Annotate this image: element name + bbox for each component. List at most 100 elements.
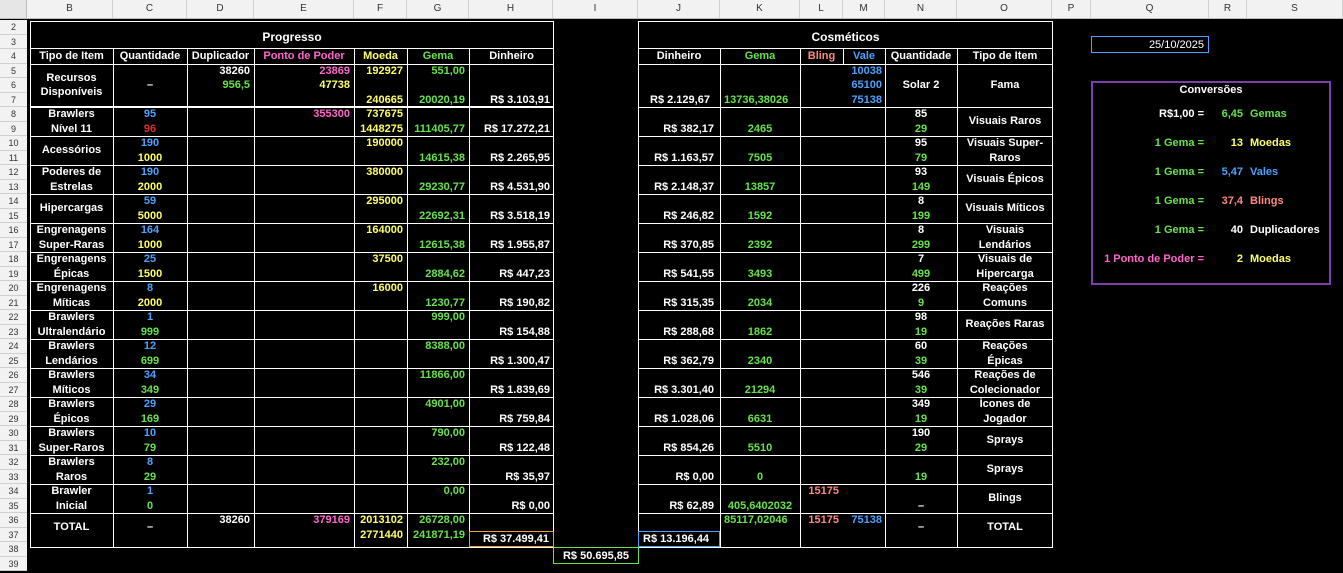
conversion-rate: 40 bbox=[1230, 224, 1243, 236]
col-bling-header: Bling bbox=[807, 50, 836, 62]
column-header[interactable]: F bbox=[354, 0, 407, 18]
cos-item-type: Jogador bbox=[983, 412, 1027, 425]
column-header[interactable]: N bbox=[885, 0, 957, 18]
column-header[interactable]: Q bbox=[1091, 0, 1209, 18]
row-header[interactable]: 24 bbox=[0, 339, 27, 354]
item-type-label: Acessórios bbox=[41, 144, 102, 156]
row-header[interactable]: 13 bbox=[0, 179, 27, 194]
item-total-count: 29 bbox=[143, 470, 157, 483]
row-header[interactable]: 30 bbox=[0, 426, 27, 441]
row-header[interactable]: 25 bbox=[0, 353, 27, 368]
cos-item-type: Visuais Super- bbox=[966, 137, 1044, 149]
grid-hline bbox=[30, 397, 187, 398]
row-header[interactable]: 9 bbox=[0, 121, 27, 136]
row-header[interactable]: 38 bbox=[0, 542, 27, 557]
column-header[interactable]: I bbox=[553, 0, 638, 18]
progress-money-total-cell[interactable]: R$ 37.499,41 bbox=[469, 531, 554, 547]
row-header[interactable]: 5 bbox=[0, 63, 27, 78]
item-type-label: Brawlers bbox=[48, 311, 95, 323]
row-header[interactable]: 35 bbox=[0, 498, 27, 513]
row-header[interactable]: 32 bbox=[0, 455, 27, 470]
grid-hline bbox=[187, 339, 469, 340]
row-header[interactable]: 27 bbox=[0, 382, 27, 397]
column-header[interactable]: O bbox=[957, 0, 1052, 18]
date-cell[interactable]: 25/10/2025 bbox=[1091, 36, 1209, 53]
column-header[interactable]: H bbox=[469, 0, 553, 18]
row-header[interactable]: 14 bbox=[0, 194, 27, 209]
row-header[interactable]: 15 bbox=[0, 208, 27, 223]
column-header[interactable]: E bbox=[254, 0, 354, 18]
row-header[interactable]: 19 bbox=[0, 266, 27, 281]
row-header[interactable]: 33 bbox=[0, 469, 27, 484]
column-header[interactable]: G bbox=[407, 0, 469, 18]
grid-vline bbox=[113, 48, 114, 548]
grid-hline bbox=[638, 426, 1053, 427]
row-header[interactable]: 28 bbox=[0, 397, 27, 412]
row-header[interactable]: 39 bbox=[0, 556, 27, 571]
row-header[interactable]: 23 bbox=[0, 324, 27, 339]
column-header[interactable]: S bbox=[1247, 0, 1343, 18]
cos-item-gems: 2034 bbox=[747, 296, 773, 309]
item-money: R$ 2.265,95 bbox=[490, 151, 550, 164]
column-header[interactable]: J bbox=[638, 0, 720, 18]
row-header[interactable]: 37 bbox=[0, 527, 27, 542]
row-header[interactable]: 7 bbox=[0, 92, 27, 107]
row-header[interactable]: 16 bbox=[0, 223, 27, 238]
column-header[interactable]: D bbox=[187, 0, 254, 18]
row-header[interactable]: 22 bbox=[0, 310, 27, 325]
row-header[interactable]: 6 bbox=[0, 78, 27, 93]
grid-hline bbox=[187, 484, 469, 485]
cosmetics-money-total-cell[interactable]: R$ 13.196,44 bbox=[638, 531, 720, 547]
cosmetics-title: Cosméticos bbox=[811, 30, 880, 44]
row-header[interactable]: 36 bbox=[0, 513, 27, 528]
row-header[interactable]: 8 bbox=[0, 107, 27, 122]
grid-vline bbox=[469, 48, 470, 548]
conversion-rate: 13 bbox=[1230, 137, 1243, 149]
conversion-unit: Blings bbox=[1250, 195, 1284, 207]
row-header[interactable]: 11 bbox=[0, 150, 27, 165]
select-all-corner[interactable] bbox=[0, 0, 27, 18]
grid-hline bbox=[30, 426, 187, 427]
cos-item-type: Visuais bbox=[985, 224, 1025, 236]
row-header[interactable]: 3 bbox=[0, 34, 27, 49]
row-header[interactable]: 20 bbox=[0, 281, 27, 296]
row-header[interactable]: 4 bbox=[0, 49, 27, 64]
cos-item-gems: 1862 bbox=[747, 325, 773, 338]
cos-item-type: Ícones de bbox=[979, 398, 1031, 410]
cos-item-gems: 6631 bbox=[747, 412, 773, 425]
column-header[interactable]: R bbox=[1209, 0, 1247, 18]
row-header[interactable]: 34 bbox=[0, 484, 27, 499]
cos-item-money: R$ 315,35 bbox=[663, 296, 714, 309]
row-header[interactable]: 18 bbox=[0, 252, 27, 267]
item-owned-count: 1 bbox=[146, 311, 154, 323]
row-header[interactable]: 26 bbox=[0, 368, 27, 383]
column-header[interactable]: K bbox=[720, 0, 800, 18]
grid-hline bbox=[638, 107, 1053, 108]
row-header[interactable]: 17 bbox=[0, 237, 27, 252]
progress-total-coins-sum: 2771440 bbox=[360, 528, 403, 541]
item-type-label: Engrenagens bbox=[36, 224, 107, 236]
cos-item-owned: 98 bbox=[914, 311, 928, 323]
item-coins: 380000 bbox=[366, 166, 403, 178]
grid-hline bbox=[469, 136, 554, 137]
column-header[interactable]: B bbox=[27, 0, 113, 18]
row-header[interactable]: 31 bbox=[0, 440, 27, 455]
item-money: R$ 759,84 bbox=[499, 412, 550, 425]
col-gema-header: Gema bbox=[744, 50, 776, 62]
row-header[interactable]: 2 bbox=[0, 20, 27, 35]
grand-total-cell[interactable]: R$ 50.695,85 bbox=[553, 547, 639, 564]
item-money: R$ 35,97 bbox=[505, 470, 550, 483]
cos-resources-type: Fama bbox=[990, 79, 1020, 91]
column-header[interactable]: L bbox=[800, 0, 843, 18]
item-owned-count: 190 bbox=[140, 137, 160, 149]
row-header[interactable]: 10 bbox=[0, 136, 27, 151]
row-header[interactable]: 29 bbox=[0, 411, 27, 426]
column-header[interactable]: P bbox=[1052, 0, 1091, 18]
cos-item-type: Visuais Épicos bbox=[966, 173, 1044, 185]
row-header[interactable]: 12 bbox=[0, 165, 27, 180]
grid-vline bbox=[354, 48, 355, 548]
row-header[interactable]: 21 bbox=[0, 295, 27, 310]
column-header[interactable]: M bbox=[843, 0, 885, 18]
column-header[interactable]: C bbox=[113, 0, 187, 18]
item-coins: 16000 bbox=[372, 282, 403, 294]
